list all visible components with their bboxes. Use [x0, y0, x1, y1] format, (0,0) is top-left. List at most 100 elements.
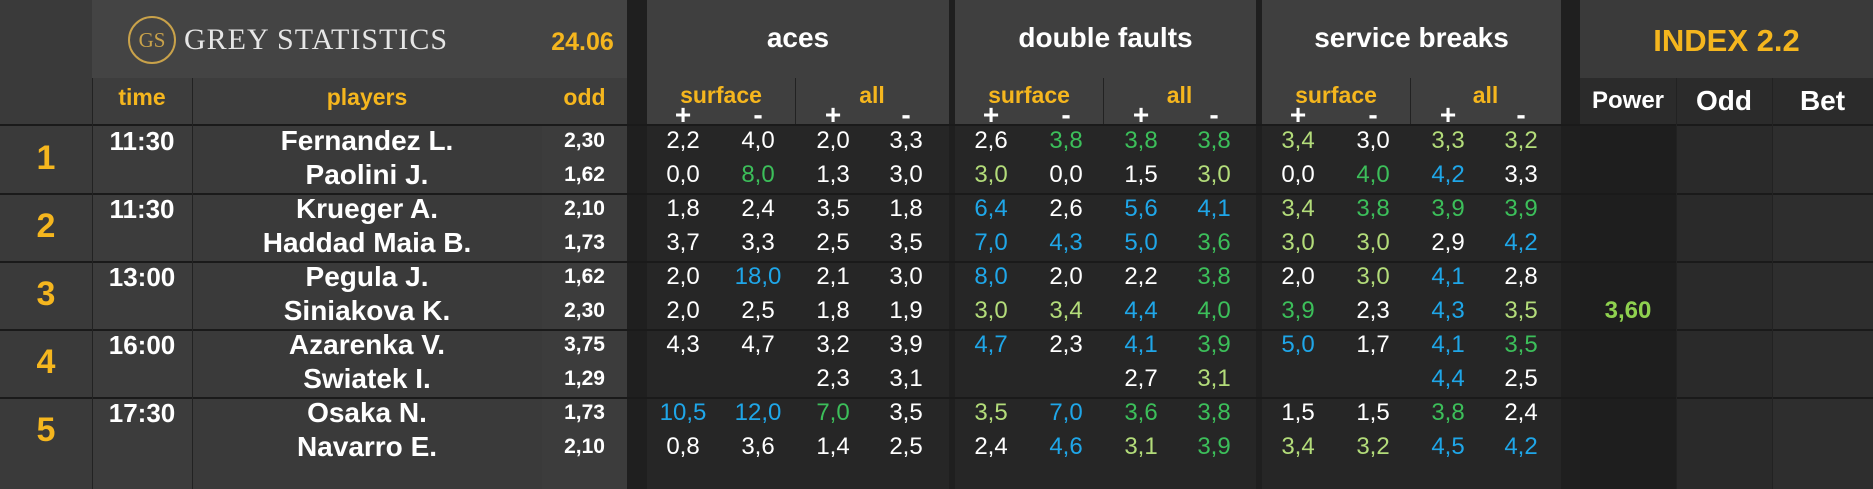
column-separator	[627, 0, 647, 489]
section-title: service breaks	[1314, 22, 1509, 53]
stat-value: 4,5	[1431, 433, 1465, 460]
minus-label: -	[753, 99, 763, 130]
player-odd: 2,30	[564, 299, 605, 322]
stat-value: 4,3	[1431, 297, 1465, 324]
stat-value: 2,2	[666, 127, 700, 154]
power-value	[1580, 226, 1676, 260]
stat-value: 1,5	[1356, 399, 1390, 426]
bet-input-cell[interactable]	[1773, 192, 1873, 260]
stat-value: 3,4	[1281, 127, 1315, 154]
bet-input-cell[interactable]	[1773, 396, 1873, 464]
section-header-1	[955, 0, 1256, 124]
player-odd: 1,73	[564, 231, 605, 254]
stat-value: 2,5	[816, 229, 850, 256]
row-divider	[0, 193, 1873, 195]
stat-value: 2,4	[974, 433, 1008, 460]
bet-input-cell[interactable]	[1773, 328, 1873, 396]
stat-value: 2,0	[1281, 263, 1315, 290]
stat-value: 7,0	[816, 399, 850, 426]
plus-label: +	[982, 99, 1000, 130]
stat-value: 3,0	[1356, 263, 1390, 290]
stat-value: 4,4	[1124, 297, 1158, 324]
stat-value: 3,9	[1431, 195, 1465, 222]
stat-value: 0,0	[666, 161, 700, 188]
column-separator	[1256, 0, 1262, 489]
sub-label-surface: surface	[988, 81, 1070, 108]
stat-value: 3,4	[1281, 195, 1315, 222]
power-column	[1580, 124, 1676, 489]
header-divider	[0, 124, 1873, 126]
stat-value: 3,0	[1356, 229, 1390, 256]
stat-value: 4,7	[741, 331, 775, 358]
odd-input-cell[interactable]	[1677, 260, 1771, 328]
player-name: Osaka N.	[307, 397, 427, 428]
player-odd: 1,62	[564, 163, 605, 186]
plus-label: +	[824, 99, 842, 130]
match-number: 4	[36, 342, 56, 381]
section-title: aces	[766, 22, 830, 53]
stat-value: 3,1	[1197, 365, 1231, 392]
stat-value: 8,0	[974, 263, 1008, 290]
stat-value: 5,6	[1124, 195, 1158, 222]
stat-value: 3,7	[666, 229, 700, 256]
column-separator	[949, 0, 955, 489]
players-label: players	[326, 83, 408, 110]
stat-value: 3,6	[741, 433, 775, 460]
player-odd: 1,73	[564, 401, 605, 424]
section-header-2	[1262, 0, 1561, 124]
stat-value: 3,3	[741, 229, 775, 256]
stat-value: 3,1	[1124, 433, 1158, 460]
stat-value: 3,9	[1281, 297, 1315, 324]
stat-value: 3,8	[1197, 127, 1231, 154]
player-odd: 2,30	[564, 129, 605, 152]
odd-input-cell[interactable]	[1677, 396, 1771, 464]
bet-input-cell[interactable]	[1773, 260, 1873, 328]
stat-value	[1337, 362, 1409, 396]
stat-value: 4,3	[666, 331, 700, 358]
stat-value: 2,4	[741, 195, 775, 222]
stat-value: 2,3	[816, 365, 850, 392]
stat-value: 2,4	[1504, 399, 1538, 426]
stat-value: 2,6	[974, 127, 1008, 154]
stat-value	[1030, 362, 1102, 396]
brand-header	[92, 0, 627, 78]
odd-column	[542, 124, 627, 489]
section-body-2	[1262, 124, 1561, 489]
bet-input-cell[interactable]	[1773, 124, 1873, 192]
stat-value: 5,0	[1281, 331, 1315, 358]
stat-value: 3,9	[889, 331, 923, 358]
power-value	[1580, 362, 1676, 396]
column-separator	[1561, 0, 1580, 489]
stat-value: 3,2	[1356, 433, 1390, 460]
stat-value: 10,5	[659, 399, 707, 426]
stat-value: 3,9	[1197, 331, 1231, 358]
column-line	[92, 78, 93, 489]
stat-value: 8,0	[741, 161, 775, 188]
subheader-line	[1410, 78, 1411, 124]
stat-value: 5,0	[1124, 229, 1158, 256]
index-title: INDEX 2.2	[1653, 23, 1800, 58]
minus-label: -	[1368, 99, 1378, 130]
odd-input-cell[interactable]	[1677, 328, 1771, 396]
row-divider	[0, 329, 1873, 331]
plus-label: +	[674, 99, 692, 130]
odd-input-cell[interactable]	[1677, 124, 1771, 192]
time-column	[92, 124, 192, 489]
minus-label: -	[1209, 99, 1219, 130]
player-name: Siniakova K.	[283, 295, 451, 326]
odd-input-cell[interactable]	[1677, 192, 1771, 260]
stat-value: 1,5	[1124, 161, 1158, 188]
stat-value: 1,4	[816, 433, 850, 460]
stat-value: 1,8	[889, 195, 923, 222]
stat-value: 2,8	[1504, 263, 1538, 290]
stat-value: 2,6	[1049, 195, 1083, 222]
match-number: 5	[36, 410, 56, 449]
stat-value: 4,0	[1356, 161, 1390, 188]
column-line	[192, 78, 193, 489]
stat-value: 4,3	[1049, 229, 1083, 256]
stat-value	[955, 362, 1027, 396]
column-header-odd: Odd	[1696, 85, 1752, 116]
stat-value: 4,0	[1197, 297, 1231, 324]
stat-value: 2,2	[1124, 263, 1158, 290]
stat-value: 3,8	[1197, 399, 1231, 426]
